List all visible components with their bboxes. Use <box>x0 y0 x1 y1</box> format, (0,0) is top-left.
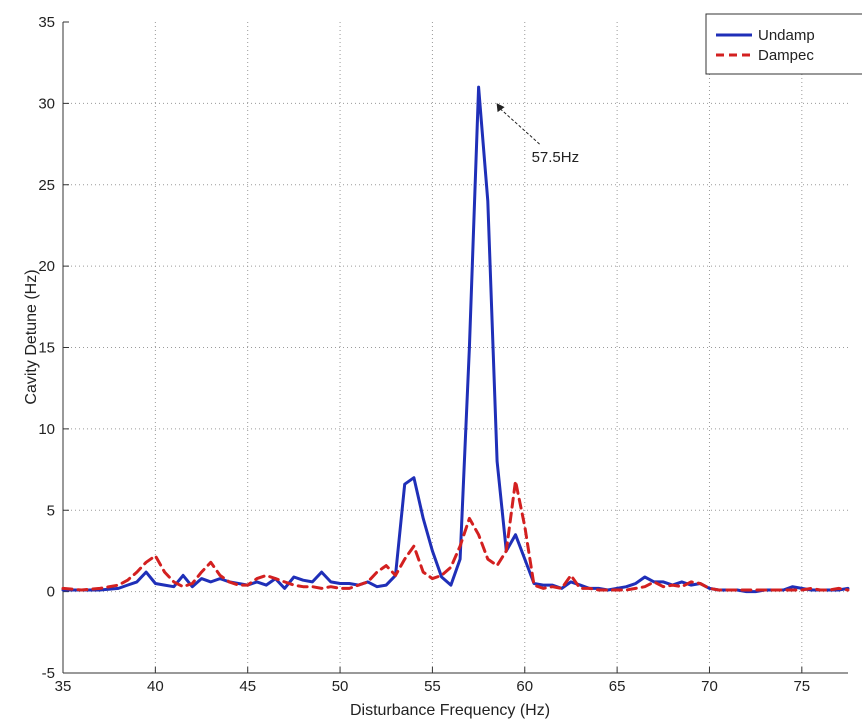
x-tick-label: 50 <box>332 678 349 695</box>
x-tick-label: 70 <box>701 678 718 695</box>
y-axis-label: Cavity Detune (Hz) <box>23 269 40 404</box>
y-tick-label: 10 <box>38 421 55 438</box>
y-tick-labels: -5 0 5 10 15 20 25 30 35 <box>38 14 55 682</box>
y-tick-label: 25 <box>38 177 55 194</box>
y-tick-label: 0 <box>47 584 55 601</box>
x-tick-label: 55 <box>424 678 441 695</box>
grid-lines <box>63 22 848 673</box>
y-tick-label: 20 <box>38 258 55 275</box>
x-axis-label: Disturbance Frequency (Hz) <box>350 702 550 719</box>
x-tick-label: 45 <box>239 678 256 695</box>
y-tick-label: -5 <box>42 665 55 682</box>
x-tick-labels: 35 40 45 50 55 60 65 70 75 <box>55 678 811 695</box>
legend-label-1: Undamp <box>758 27 815 44</box>
annotation-arrow <box>500 108 540 145</box>
series-line-1 <box>61 85 850 594</box>
series-line-2 <box>61 479 850 592</box>
annotation-arrow-head <box>496 103 505 113</box>
legend-label-2: Dampec <box>758 47 814 64</box>
series-group <box>61 85 850 594</box>
x-tick-label: 65 <box>609 678 626 695</box>
annotation-label: 57.5Hz <box>532 149 580 166</box>
legend-box <box>705 13 862 75</box>
y-tick-label: 35 <box>38 14 55 31</box>
y-tick-label: 5 <box>47 502 55 519</box>
axes <box>62 21 848 674</box>
x-tick-label: 75 <box>793 678 810 695</box>
x-tick-label: 60 <box>516 678 533 695</box>
y-tick-label: 15 <box>38 340 55 357</box>
x-tick-label: 40 <box>147 678 164 695</box>
annotations-group: 57.5Hz <box>496 103 580 166</box>
y-tick-label: 30 <box>38 95 55 112</box>
legend: Undamp Dampec <box>705 13 862 75</box>
x-tick-label: 35 <box>55 678 72 695</box>
